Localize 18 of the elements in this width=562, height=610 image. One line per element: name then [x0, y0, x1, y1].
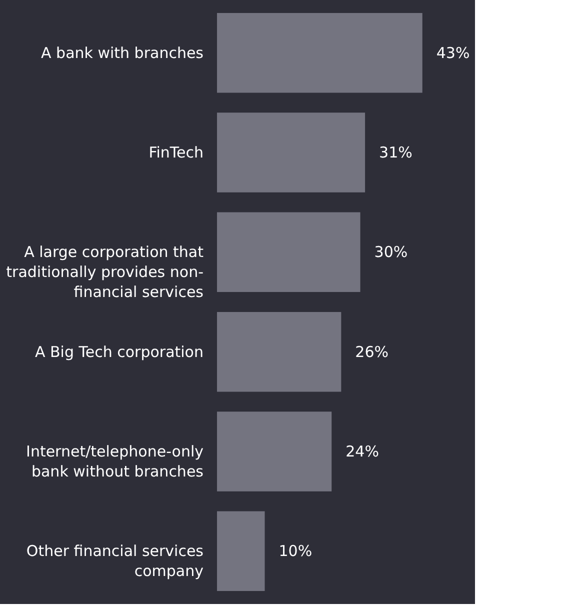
y-tick-label: A Big Tech corporation	[34, 342, 204, 361]
y-tick-label: FinTech	[148, 144, 204, 162]
y-tick-label: Internet/telephone-only bank without branches	[26, 442, 204, 480]
data-label: 31%	[379, 144, 412, 162]
bar	[217, 112, 366, 192]
bar	[217, 212, 360, 292]
data-label: 10%	[278, 542, 312, 560]
bar	[217, 412, 332, 492]
data-label: 43%	[436, 44, 470, 62]
bar	[217, 12, 422, 93]
data-label: 26%	[355, 342, 389, 361]
y-tick-label: Other financial services company	[26, 542, 204, 580]
data-label: 24%	[346, 442, 379, 460]
y-tick-label: A bank with branches	[41, 44, 204, 62]
bar	[217, 511, 265, 592]
y-tick-label: A large corporation that traditionally provides non-financial services	[6, 243, 204, 302]
data-label: 30%	[374, 243, 408, 262]
bar	[217, 312, 342, 392]
